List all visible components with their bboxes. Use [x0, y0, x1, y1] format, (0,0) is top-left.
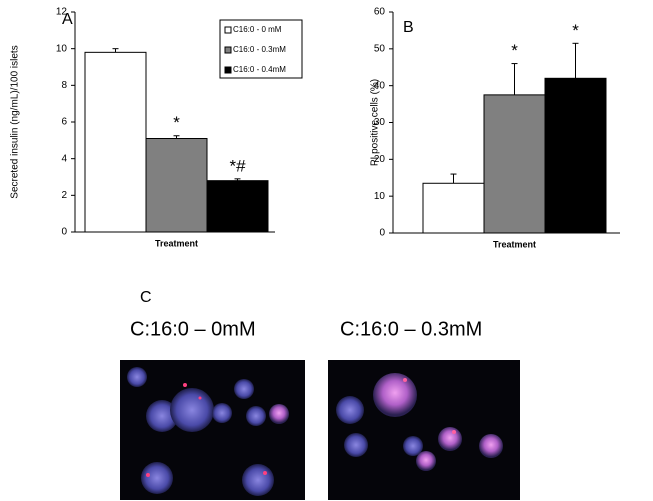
x-axis-label: Treatment — [155, 238, 198, 248]
y-tick-label: 30 — [374, 117, 386, 128]
legend-swatch — [224, 46, 232, 54]
panel-label: A — [62, 11, 73, 28]
y-tick-label: 10 — [56, 43, 68, 54]
y-tick-label: 50 — [374, 43, 386, 54]
micrograph — [120, 360, 305, 500]
y-tick-label: 10 — [374, 191, 386, 202]
y-tick-label: 0 — [379, 228, 385, 239]
legend-label: C16:0 - 0 mM — [233, 25, 282, 34]
legend-box — [219, 19, 303, 79]
annotation: * — [173, 113, 180, 132]
y-tick-label: 8 — [61, 80, 67, 91]
image-caption: C:16:0 – 0mM — [130, 318, 256, 340]
bar — [483, 94, 546, 234]
legend-swatch — [224, 26, 232, 34]
legend-label: C16:0 - 0.3mM — [233, 45, 286, 54]
bar — [544, 77, 607, 234]
y-axis-label: Secreted insulin (ng/mL)/100 islets — [10, 45, 21, 198]
bar — [84, 51, 147, 233]
y-tick-label: 6 — [61, 117, 67, 128]
panel-label: C — [140, 289, 152, 306]
y-tick-label: 60 — [374, 7, 386, 18]
micrograph — [328, 360, 520, 500]
bar — [145, 138, 208, 233]
annotation: *# — [229, 156, 246, 175]
annotation: * — [572, 21, 579, 40]
annotation: * — [511, 41, 518, 60]
legend-label: C16:0 - 0.4mM — [233, 65, 286, 74]
x-axis-label: Treatment — [493, 239, 536, 249]
bar — [422, 182, 485, 234]
image-caption: C:16:0 – 0.3mM — [340, 318, 482, 340]
y-tick-label: 20 — [374, 154, 386, 165]
legend-swatch — [224, 66, 232, 74]
y-tick-label: 40 — [374, 80, 386, 91]
y-tick-label: 0 — [61, 227, 67, 238]
y-axis-label: PI positive cells (%) — [370, 79, 381, 166]
bar — [206, 180, 269, 233]
y-tick-label: 12 — [56, 7, 68, 18]
y-tick-label: 4 — [61, 153, 67, 164]
panel-label: B — [403, 19, 414, 36]
y-tick-label: 2 — [61, 190, 67, 201]
